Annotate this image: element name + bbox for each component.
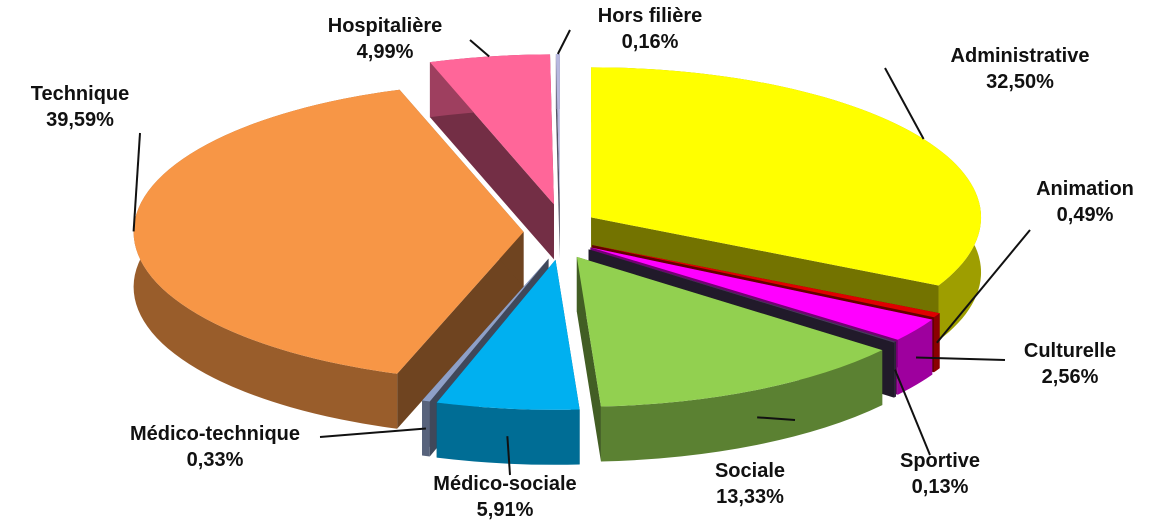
leader-line <box>132 132 141 232</box>
slice-top <box>576 256 883 407</box>
slice-top <box>591 67 982 286</box>
slice-label: Technique <box>31 83 130 105</box>
slice-value: 0,49% <box>1057 204 1114 226</box>
slice <box>436 259 580 465</box>
slice-value: 32,50% <box>986 71 1054 93</box>
leader-line <box>319 427 427 438</box>
slice-label: Médico-technique <box>130 423 300 445</box>
leader-line <box>757 416 796 421</box>
slice-value: 13,33% <box>716 486 784 508</box>
slice-value: 0,33% <box>187 449 244 471</box>
slice-label: Médico-sociale <box>433 473 576 495</box>
slice-top <box>436 259 580 410</box>
slice-value: 0,13% <box>912 476 969 498</box>
leader-line <box>469 39 490 58</box>
slice-top <box>429 54 554 205</box>
slice <box>429 54 554 260</box>
slice-wall <box>934 313 940 373</box>
slice-label: Culturelle <box>1024 340 1116 362</box>
slice-value: 0,16% <box>622 31 679 53</box>
slice-top <box>133 89 524 374</box>
slice-label: Administrative <box>951 45 1090 67</box>
slice-side <box>397 231 524 429</box>
slice-label: Hospitalière <box>328 15 442 37</box>
leader-line <box>894 369 931 456</box>
slice-label: Sociale <box>715 460 785 482</box>
slice-value: 39,59% <box>46 109 114 131</box>
leader-line <box>916 356 1006 361</box>
leader-line <box>936 229 1031 344</box>
leader-line <box>556 29 571 55</box>
slice-wall <box>422 400 430 457</box>
slice-wall <box>600 350 883 462</box>
slice <box>133 89 524 429</box>
leader-line <box>506 436 511 476</box>
slice-top <box>592 245 940 318</box>
slice-label: Sportive <box>900 450 980 472</box>
slice-value: 2,56% <box>1042 366 1099 388</box>
slice-wall <box>893 341 896 398</box>
slice-top <box>588 249 896 343</box>
slice <box>555 54 560 260</box>
leader-line <box>884 67 925 140</box>
slice-top <box>590 247 933 340</box>
slice-wall <box>897 319 933 395</box>
slice-label: Hors filière <box>598 5 702 27</box>
slice-side <box>576 256 601 462</box>
slice-top <box>555 54 560 205</box>
slice-top <box>422 258 549 402</box>
slice-value: 5,91% <box>477 499 534 521</box>
slice-label: Animation <box>1036 178 1134 200</box>
slice-wall <box>436 402 580 465</box>
slice-value: 4,99% <box>357 41 414 63</box>
slice <box>576 256 883 462</box>
